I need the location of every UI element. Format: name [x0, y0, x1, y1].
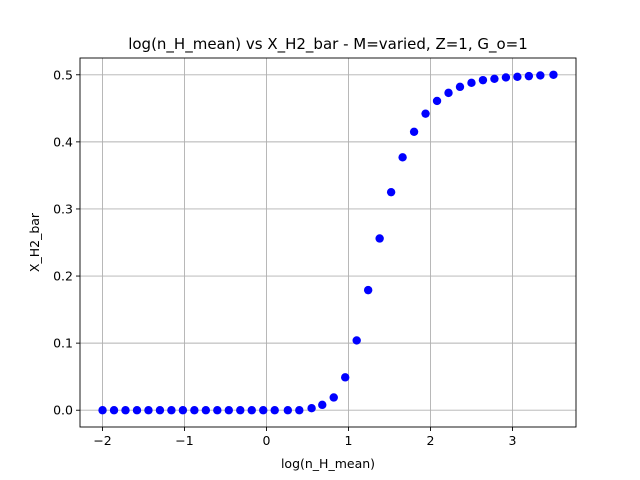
- axis-ticks: −2 −1 0 1 2 3 0.0 0.1 0.2 0.3 0.4 0.5: [53, 67, 516, 448]
- x-tick-label: −1: [175, 433, 193, 448]
- grid: [80, 58, 576, 427]
- data-point: [341, 373, 350, 382]
- y-tick-label: 0.5: [53, 67, 73, 82]
- y-tick-label: 0.3: [53, 201, 73, 216]
- data-point: [121, 406, 130, 415]
- data-points: [98, 70, 558, 415]
- data-point: [409, 127, 419, 136]
- chart-title: log(n_H_mean) vs X_H2_bar - M=varied, Z=…: [128, 35, 528, 54]
- data-point: [190, 406, 199, 415]
- data-point: [132, 406, 142, 415]
- data-point: [201, 406, 211, 415]
- data-point: [524, 71, 534, 81]
- data-point: [318, 400, 327, 410]
- data-point: [386, 187, 396, 197]
- x-axis-label: log(n_H_mean): [281, 456, 375, 471]
- data-point: [178, 406, 188, 415]
- data-point: [98, 406, 107, 415]
- data-point: [432, 96, 442, 106]
- plot-frame: [79, 57, 577, 428]
- y-tick-label: 0.4: [53, 134, 73, 149]
- data-point: [352, 336, 361, 345]
- data-point: [455, 82, 465, 92]
- data-point: [467, 78, 476, 88]
- data-point: [307, 404, 316, 413]
- x-tick-label: 0: [263, 433, 271, 448]
- data-point: [155, 406, 165, 415]
- data-point: [295, 406, 304, 415]
- data-point: [144, 406, 153, 415]
- data-point: [236, 406, 245, 415]
- x-tick-label: 1: [345, 433, 353, 448]
- x-tick-label: 2: [427, 433, 435, 448]
- data-point: [444, 88, 453, 98]
- data-point: [224, 406, 233, 415]
- data-point: [329, 393, 338, 402]
- data-point: [213, 406, 222, 415]
- data-point: [247, 406, 256, 415]
- data-point: [167, 406, 176, 415]
- data-point: [513, 72, 522, 81]
- data-point: [478, 75, 488, 85]
- data-point: [421, 109, 430, 118]
- y-tick-label: 0.0: [53, 403, 73, 418]
- data-point: [501, 73, 511, 82]
- y-axis-label: X_H2_bar: [27, 212, 42, 272]
- data-point: [363, 285, 373, 295]
- data-point: [549, 70, 558, 79]
- y-tick-label: 0.1: [53, 336, 73, 351]
- data-point: [109, 406, 119, 415]
- y-tick-label: 0.2: [53, 269, 73, 284]
- data-point: [270, 406, 279, 415]
- data-point: [490, 74, 499, 83]
- data-point: [259, 406, 268, 415]
- x-tick-label: −2: [93, 433, 111, 448]
- data-point: [283, 406, 293, 415]
- data-point: [398, 153, 407, 162]
- data-point: [536, 71, 545, 80]
- x-tick-label: 3: [508, 433, 516, 448]
- data-point: [375, 234, 384, 243]
